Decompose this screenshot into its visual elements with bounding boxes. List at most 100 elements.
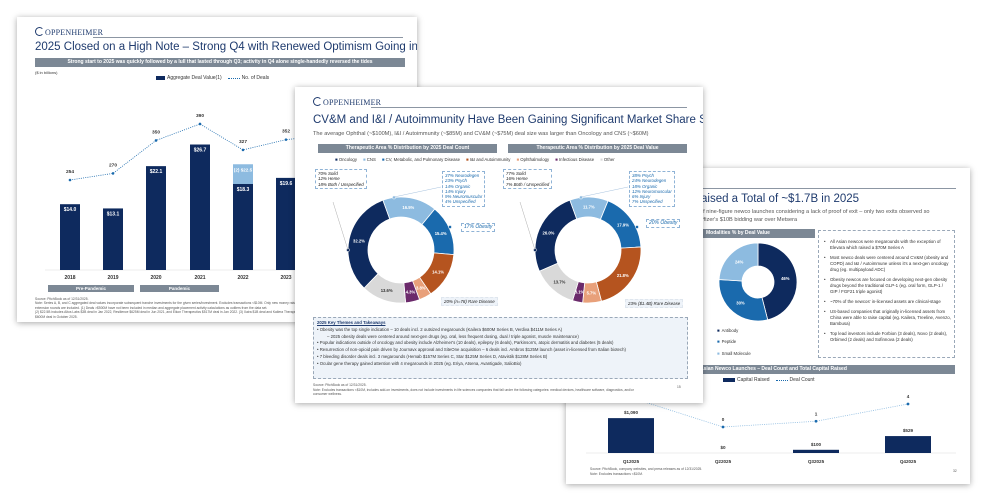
theme-item: • Popular indications outside of oncolog… (317, 340, 614, 346)
callout-dot (448, 225, 452, 229)
legend-cv: ■ CV, Metabolic, and Pulmonary Disease (381, 157, 461, 162)
legend-line-label: Deal Count (789, 377, 815, 383)
bar-value-label: $1,090 (624, 410, 638, 415)
deal-count-label: 390 (196, 113, 204, 119)
callout-line (580, 186, 629, 198)
value-slice-label: 13.7% (553, 280, 565, 285)
deal-count-label: 270 (109, 162, 117, 168)
x-tick-label: 2023 (280, 275, 291, 281)
deal-count-point (284, 138, 288, 141)
deal-count-label: 4 (907, 394, 910, 399)
deal-count-point (111, 172, 115, 175)
bar-Q32025 (793, 449, 839, 453)
bullet: All Asian newcos were megarounds with th… (824, 239, 951, 251)
theme-item: – 2025 obesity deals were centered aroun… (327, 333, 579, 339)
deal-count-point (906, 402, 910, 406)
value-slice-label: 5.7% (587, 290, 597, 295)
bar-2022 (233, 183, 253, 270)
slide-therapeutic-area: OPPENHEIMER CV&M and I&I / Autoimmunity … (295, 87, 703, 403)
header-rule (371, 107, 687, 108)
page-number: 15 (677, 385, 681, 389)
banner-asian-newco-label: Asian Newco Launches – Deal Count and To… (700, 366, 847, 372)
note: Note: Excludes transactions <$10M, inclu… (313, 388, 634, 397)
bullet: ~70% of the newcos' in-licensed assets a… (824, 299, 951, 305)
bar-2020 (146, 166, 166, 270)
legend-line-swatch (775, 379, 788, 381)
therapeutic-donuts: 32.2% 16.5% 15.4% 14.1% 3.8%4.3% 13.6% 26.0% 11… (332, 186, 642, 304)
callout-line (332, 201, 349, 251)
slide-subtitle-2: Pfizer's $10B bidding war over Metsera (700, 217, 798, 223)
deal-count-point (198, 122, 202, 126)
value-slice-label: 26.0% (543, 231, 555, 236)
takeaways-box: All Asian newcos were megarounds with th… (818, 230, 955, 358)
oncology-note-count: 70% Solid 12% Heme 18% Both / Unspecified (315, 169, 367, 189)
source: Source: PitchBook, company websites, and… (590, 467, 703, 471)
key-themes-box: 2025 Key Themes and Takeaways • Obesity … (313, 317, 688, 379)
modality-slice-small-molecule (718, 242, 759, 282)
deal-count-point (241, 148, 245, 152)
x-tick-label: 2022 (237, 275, 248, 281)
source: Source: PitchBook as of 12/31/2025. (313, 383, 367, 387)
banner-deal-value: Therapeutic Area % Distribution by 2025 … (508, 144, 687, 153)
legend-line-label: No. of Deals (241, 75, 270, 81)
count-slice-other (363, 273, 407, 304)
x-tick-label: 2020 (150, 275, 161, 281)
bar-value-label: $14.0 (64, 207, 77, 213)
footnotes: Source: PitchBook as of 12/31/2025. Note… (35, 297, 305, 319)
theme-item: • Resurrection of non-opioid pain driven… (317, 347, 626, 353)
key-themes-title: 2025 Key Themes and Takeaways (317, 320, 386, 325)
bullet: US-based companies that originally in-li… (824, 309, 951, 327)
bar-value-label: $22.1 (150, 169, 163, 175)
count-slice-label: 32.2% (353, 239, 365, 244)
x-tick-label: Q22025 (715, 459, 732, 464)
bar-2023 (276, 177, 296, 270)
deal-count-label: 352 (282, 129, 290, 135)
footnote: Source: PitchBook as of 12/31/2025. (35, 297, 89, 301)
footnote: (2) $22.5B includes Altos Labs $3B deal … (35, 310, 304, 319)
deal-count-point (814, 419, 818, 423)
x-tick-label: Q32025 (808, 459, 825, 464)
bar-value-label: $0 (720, 445, 726, 450)
count-slice-label: 4.3% (406, 289, 416, 294)
callout-dot (392, 195, 396, 200)
legend-small-molecule: ■ Small Molecule (717, 351, 751, 356)
count-slice-label: 15.4% (435, 231, 447, 236)
bullet: Top lead investors include Forbion (3 de… (824, 331, 951, 343)
legend-ophthalmology: ■ Ophthalmology (516, 157, 550, 162)
deal-count-point (68, 178, 72, 182)
deal-count-point (721, 425, 725, 429)
banner-modalities-label: Modalities % by Deal Value (706, 230, 770, 236)
count-slice-label: 16.5% (402, 205, 414, 210)
legend-cns: ■ CNS (362, 157, 376, 162)
theme-item: • Obesity was the top single indication … (317, 326, 563, 332)
legend: Aggregate Deal Value(1) No. of Deals (156, 75, 269, 81)
bar-value-label: $529 (903, 428, 914, 433)
bar-total-label: (2) $22.5 (234, 167, 253, 172)
value-slice-label: 3.1% (575, 290, 585, 295)
page-number: 32 (953, 469, 957, 473)
theme-item: • 7 bleeding disorder deals incl. 3 mega… (317, 353, 548, 359)
legend-bar-label: Aggregate Deal Value(1) (167, 75, 222, 81)
legend: ■ Oncology ■ CNS ■ CV, Metabolic, and Pu… (335, 157, 615, 162)
bullet: Obesity newcos are focused on developing… (824, 277, 951, 295)
slide-subtitle: The average Ophthal (~$100M), I&I / Auto… (313, 131, 649, 137)
count-slice-oncology (347, 199, 391, 289)
callout-line (393, 186, 442, 198)
legend-peptide: ■ Peptide (717, 339, 737, 344)
obesity-note-count: 17% Obesity (461, 223, 496, 233)
legend-infectious: ■ Infectious Disease (555, 157, 595, 162)
modality-slice-label: 46% (781, 276, 790, 281)
legend-bar-label: Capital Raised (737, 377, 770, 383)
banner-deal-count: Therapeutic Area % Distribution by 2025 … (318, 144, 497, 153)
legend-oncology: ■ Oncology (335, 157, 357, 162)
deal-count-label: 327 (239, 139, 247, 145)
header-rule (586, 188, 956, 189)
unit-label: ($ in billions) (35, 70, 58, 75)
obesity-note-value: 20% Obesity (646, 219, 681, 229)
rare-disease-note-count: 20% (n=78) Rare Disease (441, 297, 498, 307)
count-slice-label: 14.1% (432, 269, 444, 274)
modality-donut: 46% 30% 24% (718, 242, 798, 322)
count-slice-label: 13.6% (381, 288, 393, 293)
legend-line-swatch (227, 77, 240, 79)
x-tick-label: 2018 (64, 275, 75, 281)
